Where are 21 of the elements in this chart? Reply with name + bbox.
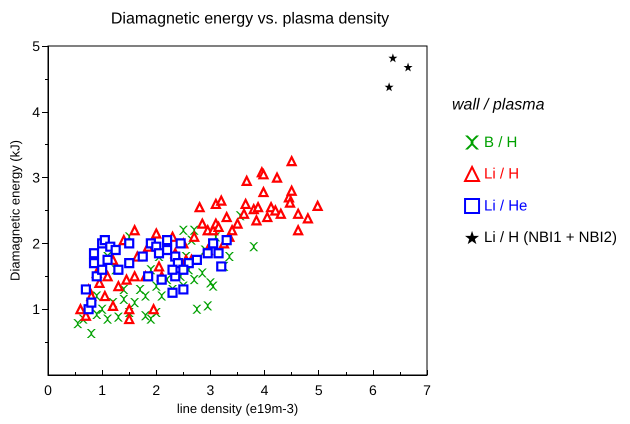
y-tick-label: 3 [32, 170, 40, 186]
x-tick-label: 0 [44, 382, 52, 398]
x-tick-label: 2 [152, 382, 160, 398]
legend-label: B / H [484, 134, 518, 151]
y-axis-title: Diamagnetic energy (kJ) [7, 140, 22, 281]
x-tick-label: 4 [260, 382, 269, 398]
chart-title: Diamagnetic energy vs. plasma density [110, 10, 390, 28]
x-tick-label: 6 [368, 382, 377, 398]
x-tick-label: 3 [206, 382, 215, 398]
legend-label: Li / He [484, 198, 528, 214]
legend-label: Li / H [484, 166, 520, 182]
x-axis-title: line density (e19m-3) [176, 400, 298, 416]
legend-title: wall / plasma [452, 96, 545, 114]
y-tick-label: 1 [32, 301, 40, 318]
x-tick-label: 5 [314, 382, 323, 398]
x-tick-label: 1 [98, 382, 106, 398]
x-tick-label: 7 [423, 382, 432, 398]
legend-label: Li / H (NBI1 + NBI2) [484, 229, 618, 246]
y-tick-label: 2 [32, 235, 40, 252]
y-tick-label: 4 [32, 104, 40, 120]
y-tick-label: 5 [32, 38, 40, 54]
